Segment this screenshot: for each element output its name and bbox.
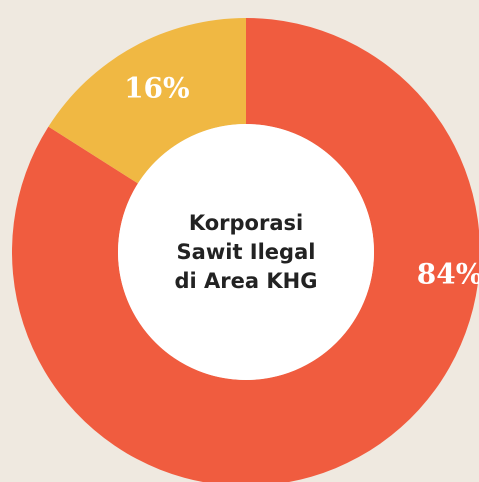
center-label: Korporasi Sawit Ilegal di Area KHG bbox=[174, 210, 318, 293]
donut-slice bbox=[48, 18, 247, 184]
donut-slice bbox=[12, 18, 479, 482]
donut-hole bbox=[118, 124, 374, 380]
value-label: 84% bbox=[417, 258, 479, 291]
value-label: 16% bbox=[124, 71, 190, 104]
